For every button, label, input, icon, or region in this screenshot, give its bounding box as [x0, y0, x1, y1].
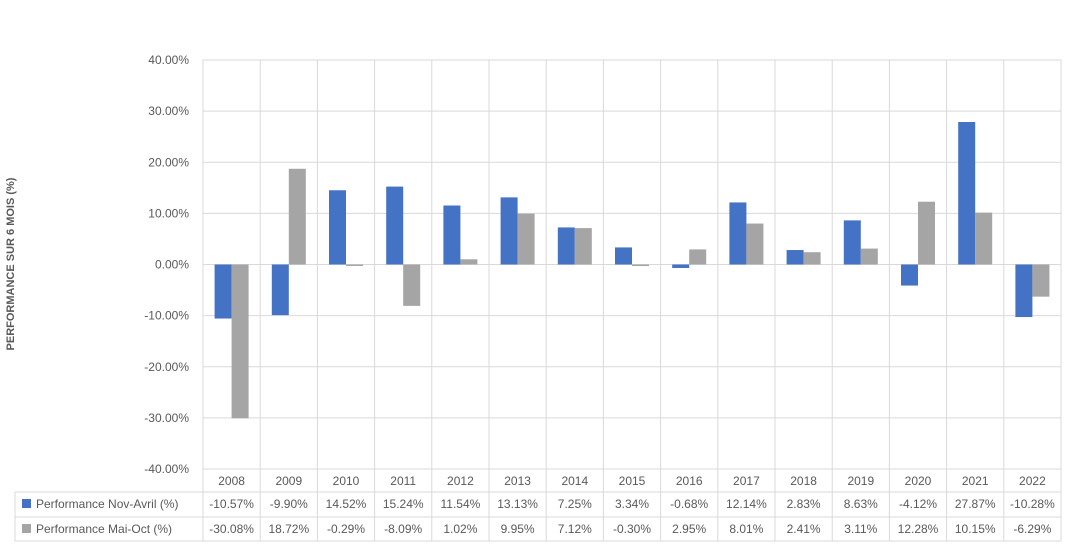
bar-mai-oct-2022 — [1032, 264, 1050, 297]
x-tick-label: 2016 — [676, 474, 703, 488]
data-label: 3.11% — [844, 522, 877, 536]
bar-nov-avril-2017 — [729, 202, 747, 265]
x-tick-label: 2022 — [1019, 474, 1046, 488]
y-tick-label: -40.00% — [144, 462, 189, 476]
data-label: -0.30% — [613, 522, 651, 536]
data-label: -30.08% — [209, 522, 254, 536]
data-label: -4.12% — [899, 497, 937, 511]
data-label: 14.52% — [326, 497, 367, 511]
bar-nov-avril-2019 — [843, 220, 861, 265]
data-label: 27.87% — [955, 497, 996, 511]
data-label: 8.01% — [729, 522, 763, 536]
x-tick-label: 2015 — [619, 474, 646, 488]
bar-nov-avril-2016 — [672, 264, 690, 268]
bar-nov-avril-2008 — [214, 264, 232, 319]
y-axis-tick-labels: 40.00% 30.00% 20.00% 10.00% 0.00% -10.00% -20.… — [144, 53, 189, 476]
bar-mai-oct-2017 — [746, 223, 764, 265]
x-tick-label: 2018 — [790, 474, 817, 488]
data-label: 2.83% — [787, 497, 821, 511]
y-tick-label: 30.00% — [148, 104, 189, 118]
bar-nov-avril-2022 — [1015, 264, 1033, 318]
bar-mai-oct-2016 — [689, 249, 707, 265]
bar-nov-avril-2011 — [386, 186, 404, 265]
bar-nov-avril-2021 — [958, 122, 976, 265]
bar-nov-avril-2010 — [329, 190, 346, 265]
data-label: 11.54% — [440, 497, 480, 511]
y-axis-title: PERFORMANCE SUR 6 MOIS (%) — [5, 177, 17, 350]
data-label: 2.41% — [787, 522, 821, 536]
data-label: 13.13% — [497, 497, 538, 511]
data-label: -8.09% — [384, 522, 422, 536]
bar-mai-oct-2014 — [574, 228, 592, 265]
legend-label: Performance Mai-Oct (%) — [36, 522, 172, 536]
data-label: 9.95% — [501, 522, 535, 536]
y-tick-label: 20.00% — [148, 155, 189, 169]
data-label: 1.02% — [443, 522, 477, 536]
y-tick-label: -30.00% — [144, 411, 189, 425]
x-tick-label: 2010 — [333, 474, 360, 488]
data-label: 7.12% — [558, 522, 592, 536]
x-tick-label: 2009 — [275, 474, 302, 488]
legend-label: Performance Nov-Avril (%) — [36, 497, 178, 511]
legend-swatch — [22, 499, 31, 508]
data-label: 7.25% — [558, 497, 592, 511]
y-tick-label: 0.00% — [155, 258, 189, 272]
x-tick-label: 2013 — [504, 474, 531, 488]
bar-mai-oct-2015 — [632, 264, 649, 267]
data-label: 12.14% — [726, 497, 767, 511]
data-label: -6.29% — [1013, 522, 1051, 536]
data-label: -10.28% — [1010, 497, 1055, 511]
bar-nov-avril-2012 — [443, 205, 461, 265]
bar-nov-avril-2020 — [901, 264, 918, 286]
data-label: 12.28% — [898, 522, 939, 536]
data-label: 8.63% — [844, 497, 878, 511]
x-tick-label: 2019 — [847, 474, 874, 488]
x-tick-label: 2017 — [733, 474, 760, 488]
legend-swatch — [22, 524, 31, 533]
data-label: 2.95% — [672, 522, 706, 536]
y-tick-label: -10.00% — [144, 309, 189, 323]
bar-nov-avril-2018 — [786, 250, 804, 265]
bar-mai-oct-2009 — [288, 168, 306, 265]
data-label: -10.57% — [209, 497, 254, 511]
x-tick-label: 2008 — [218, 474, 245, 488]
data-label: 10.15% — [955, 522, 996, 536]
data-label: 3.34% — [615, 497, 649, 511]
x-tick-label: 2021 — [962, 474, 989, 488]
bar-mai-oct-2020 — [918, 201, 935, 265]
data-label: -0.68% — [670, 497, 708, 511]
data-label: -9.90% — [270, 497, 308, 511]
data-label: 15.24% — [383, 497, 424, 511]
x-tick-label: 2011 — [390, 474, 416, 488]
bar-nov-avril-2009 — [271, 264, 289, 316]
bar-mai-oct-2011 — [403, 264, 421, 306]
data-label: 18.72% — [268, 522, 309, 536]
bar-nov-avril-2014 — [557, 227, 575, 265]
bar-mai-oct-2013 — [517, 213, 535, 265]
bar-mai-oct-2019 — [860, 248, 878, 265]
x-tick-label: 2020 — [905, 474, 932, 488]
bar-mai-oct-2010 — [346, 264, 363, 266]
x-tick-label: 2014 — [561, 474, 588, 488]
bars — [214, 122, 1050, 419]
y-tick-label: 10.00% — [148, 206, 189, 220]
bar-mai-oct-2008 — [231, 264, 249, 419]
bar-mai-oct-2012 — [460, 259, 478, 265]
bar-mai-oct-2018 — [803, 252, 821, 265]
data-table: 2008 2009 2010 2011 2012 2013 2014 2015 2016 2017… — [14, 60, 1062, 542]
y-tick-label: -20.00% — [144, 360, 189, 374]
bar-mai-oct-2021 — [975, 212, 993, 265]
x-tick-label: 2012 — [447, 474, 474, 488]
y-tick-label: 40.00% — [148, 53, 189, 67]
data-label: -0.29% — [327, 522, 365, 536]
bar-nov-avril-2015 — [615, 247, 632, 265]
bar-nov-avril-2013 — [500, 197, 518, 265]
